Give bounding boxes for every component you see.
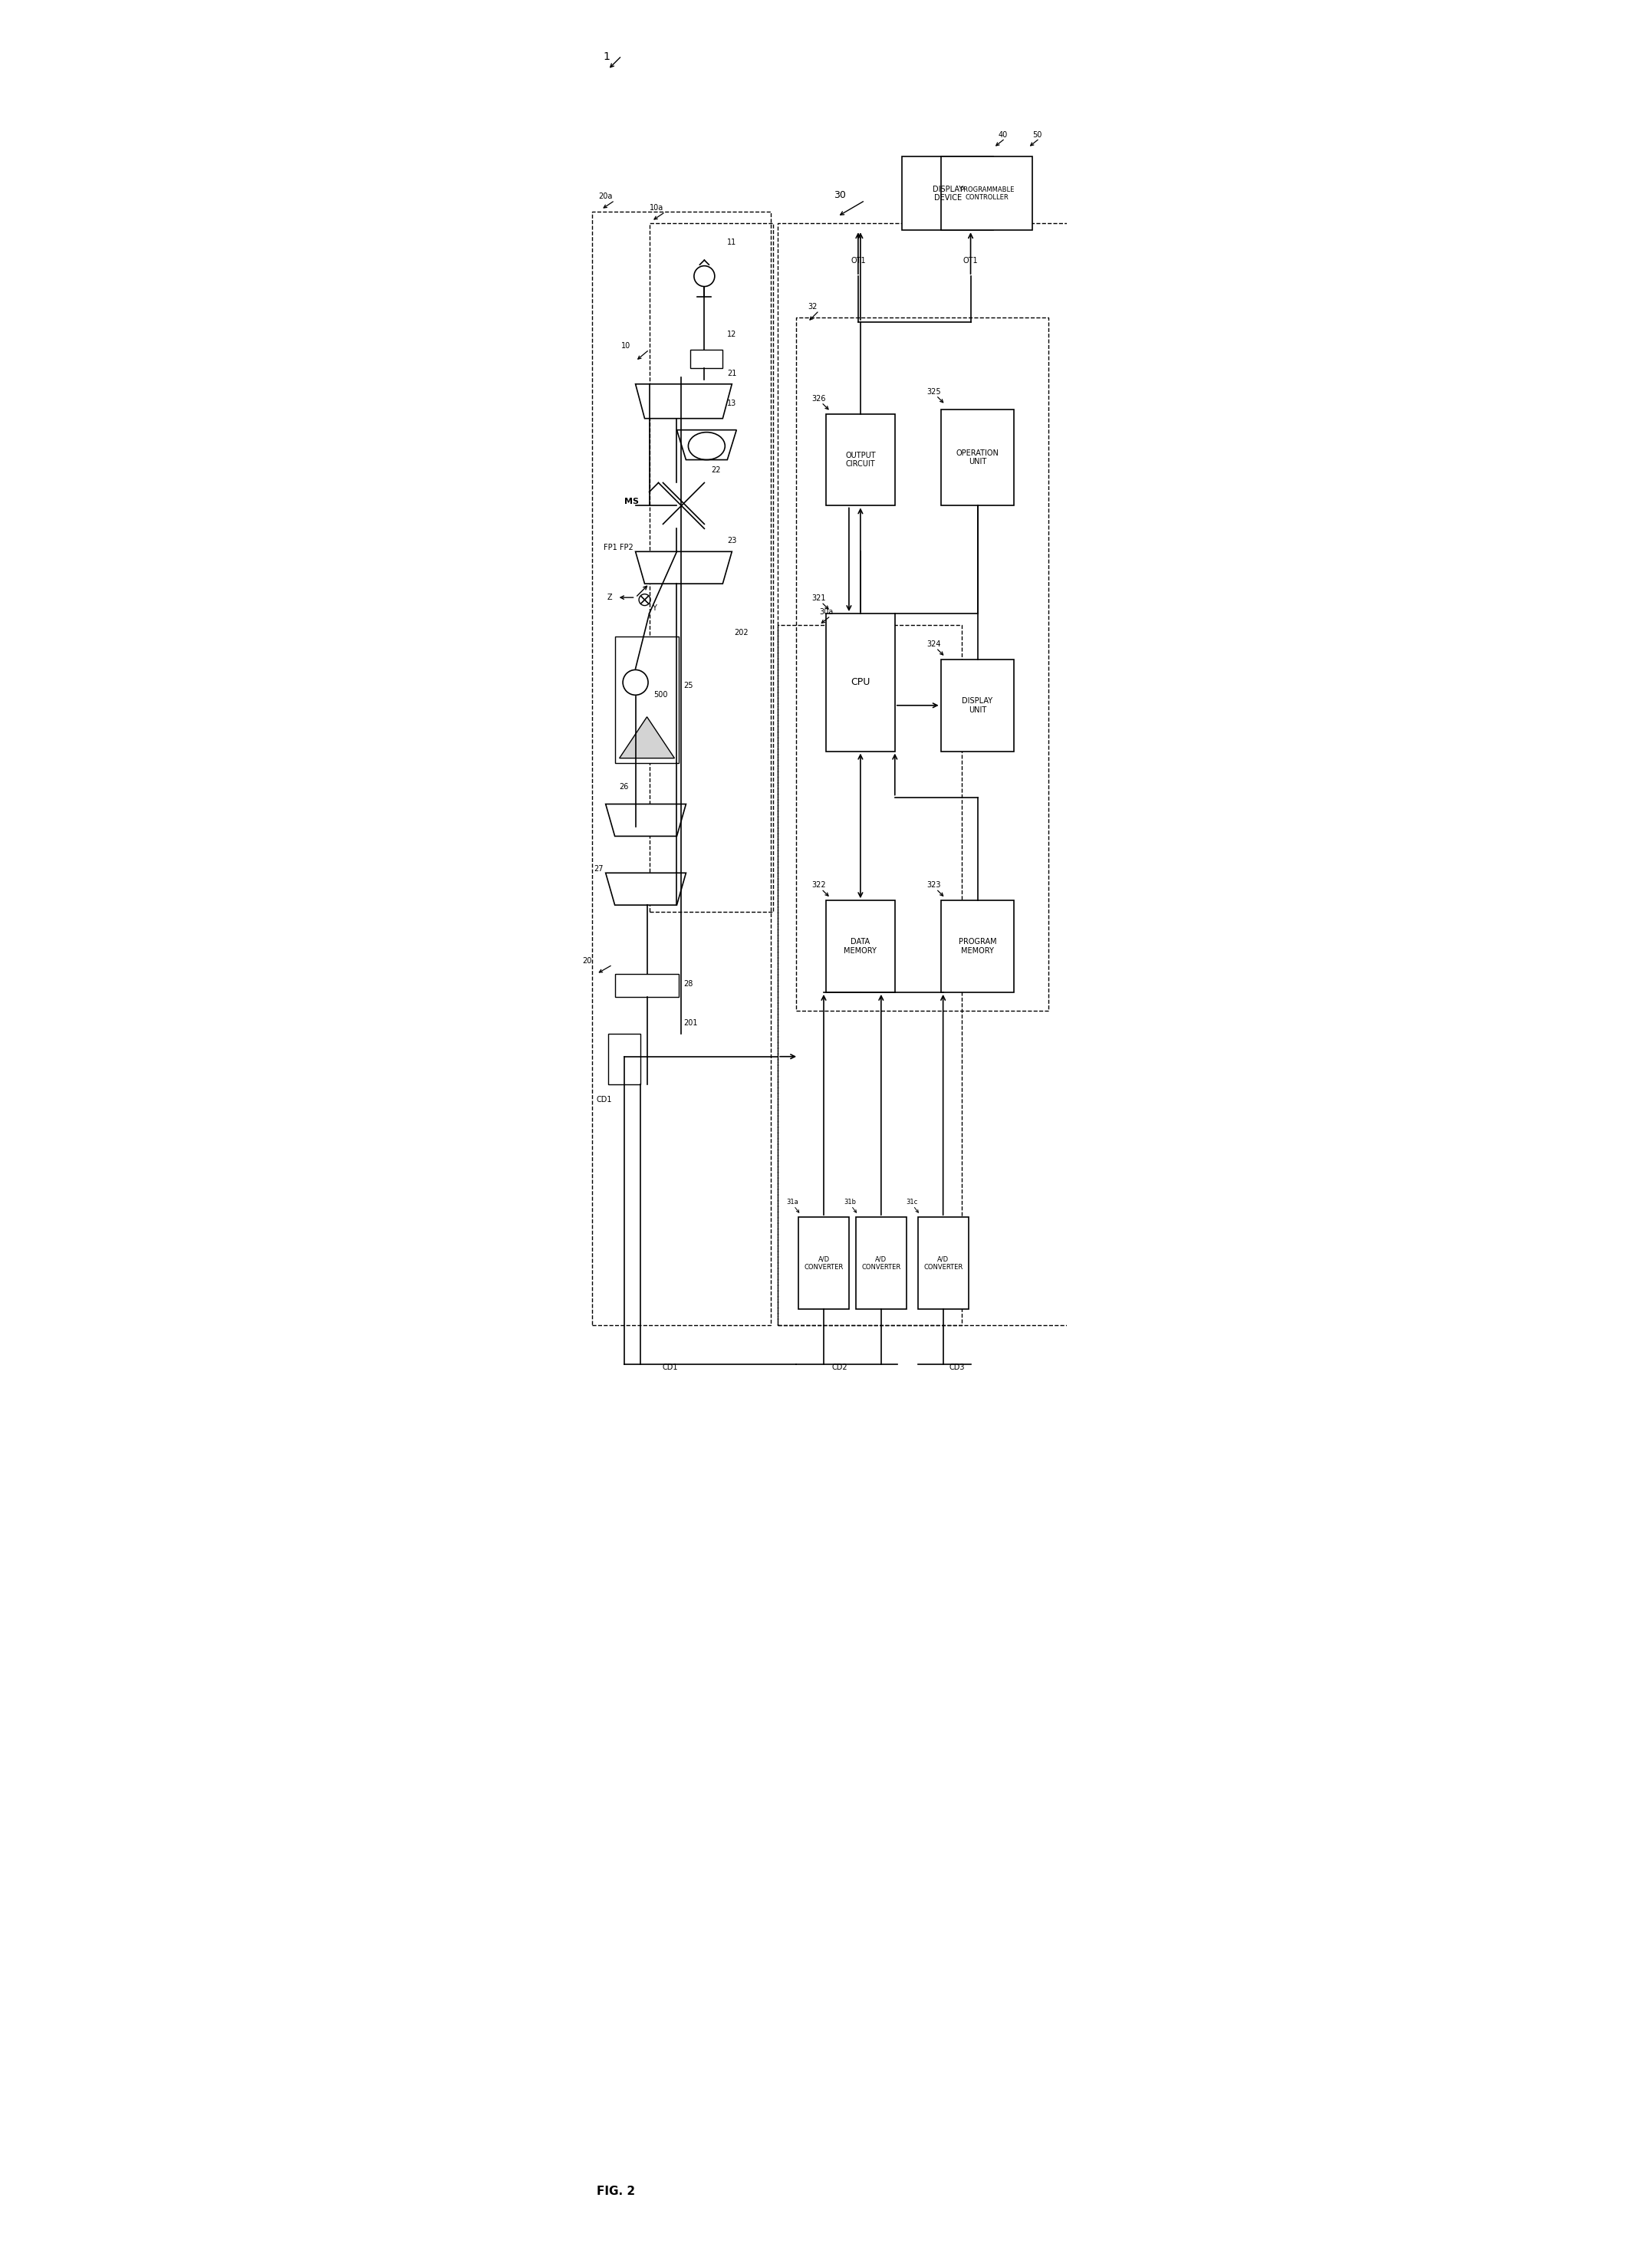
Text: Z: Z [608,594,613,601]
Text: 500: 500 [654,692,667,698]
Text: 322: 322 [811,881,826,888]
Text: FIG. 2: FIG. 2 [596,2185,634,2197]
Text: OUTPUT
CIRCUIT: OUTPUT CIRCUIT [846,452,876,468]
Polygon shape [677,429,737,459]
Text: OT1: OT1 [963,258,978,264]
Polygon shape [620,716,674,757]
Text: 324: 324 [927,640,940,649]
Text: 31c: 31c [905,1198,919,1207]
Text: 21: 21 [727,368,737,377]
Text: A/D
CONVERTER: A/D CONVERTER [805,1257,844,1270]
Bar [798,1218,849,1309]
Text: 201: 201 [684,1019,697,1026]
Text: 28: 28 [684,981,694,988]
Text: 13: 13 [727,400,737,407]
Text: DISPLAY
UNIT: DISPLAY UNIT [961,696,993,714]
Text: 31b: 31b [844,1198,856,1207]
Bar [902,156,993,231]
Text: 50: 50 [1032,131,1042,138]
Polygon shape [606,805,686,836]
Bar [826,612,895,750]
Text: PROGRAM
MEMORY: PROGRAM MEMORY [958,938,996,954]
Text: 10: 10 [621,341,631,350]
Bar [778,224,1069,1324]
Bar [940,409,1014,506]
Polygon shape [636,551,732,583]
Bar [615,637,679,764]
Text: OPERATION
UNIT: OPERATION UNIT [957,450,999,466]
Text: 22: 22 [712,466,720,475]
Text: 11: 11 [727,240,737,246]
Text: 325: 325 [927,389,940,395]
Bar [608,1033,639,1085]
Text: 25: 25 [684,683,694,689]
Text: 27: 27 [593,866,603,872]
Text: Y: Y [651,603,656,612]
Text: PROGRAMMABLE
CONTROLLER: PROGRAMMABLE CONTROLLER [960,185,1014,201]
Text: CD1: CD1 [662,1363,677,1372]
Text: 31a: 31a [786,1198,798,1207]
Text: 321: 321 [811,594,826,601]
Text: FP1 FP2: FP1 FP2 [603,545,633,551]
Bar [649,224,773,913]
Text: OT1: OT1 [851,258,866,264]
Bar [826,899,895,992]
Text: MS: MS [624,497,639,506]
Text: 26: 26 [620,782,629,791]
Text: 326: 326 [811,396,826,402]
Bar [615,974,679,997]
Text: 1: 1 [603,52,610,61]
Text: A/D
CONVERTER: A/D CONVERTER [861,1257,900,1270]
Bar [940,660,1014,750]
Bar [778,626,961,1324]
Text: 32: 32 [808,303,818,310]
Text: 12: 12 [727,330,737,339]
Text: 40: 40 [998,131,1008,138]
Text: CD2: CD2 [833,1363,847,1372]
Text: 323: 323 [927,881,940,888]
Text: 30a: 30a [819,608,833,617]
Text: CPU: CPU [851,678,871,687]
Polygon shape [606,872,686,904]
Text: 20: 20 [583,956,591,965]
Polygon shape [636,384,732,418]
Text: 23: 23 [727,538,737,545]
Text: 10a: 10a [649,203,662,212]
Bar [796,316,1049,1010]
Text: DATA
MEMORY: DATA MEMORY [844,938,877,954]
Text: 202: 202 [733,628,748,637]
Text: DISPLAY
DEVICE: DISPLAY DEVICE [932,185,963,201]
Bar [826,414,895,506]
Text: X: X [651,574,656,581]
Circle shape [623,669,648,696]
Text: CD3: CD3 [948,1363,965,1372]
Bar [691,350,722,368]
Text: A/D
CONVERTER: A/D CONVERTER [923,1257,963,1270]
Bar [856,1218,907,1309]
Bar [591,212,771,1324]
Text: 30: 30 [834,190,846,201]
Bar [940,156,1032,231]
Bar [919,1218,968,1309]
Text: 20a: 20a [598,192,613,201]
Bar [940,899,1014,992]
Text: CD1: CD1 [596,1096,613,1103]
